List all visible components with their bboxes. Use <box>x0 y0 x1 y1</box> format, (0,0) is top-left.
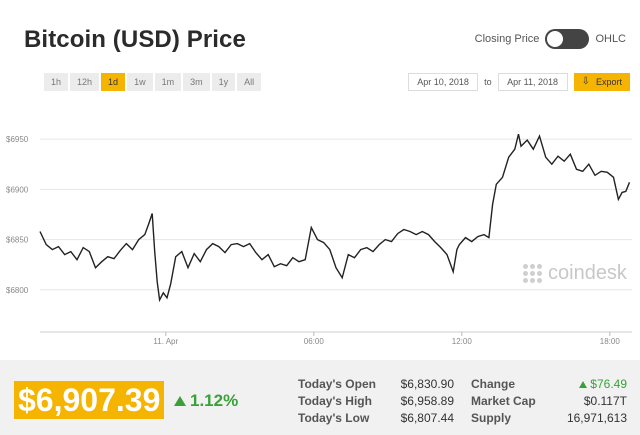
download-icon: ⇩ <box>581 76 590 87</box>
coindesk-watermark: coindesk <box>523 262 627 285</box>
toggle-knob <box>547 31 564 47</box>
up-arrow-icon <box>579 381 588 388</box>
y-tick-label: $6950 <box>6 135 29 144</box>
change-percent-value: 1.12% <box>190 391 239 410</box>
current-price: $6,907.39 <box>14 381 165 419</box>
stat-value: $6,807.44 <box>400 411 454 425</box>
coindesk-logo-icon <box>523 263 543 284</box>
ohlc-label: OHLC <box>595 33 626 45</box>
stat-value: $6,830.90 <box>400 377 454 391</box>
y-tick-label: $6800 <box>6 286 29 295</box>
start-date-input[interactable] <box>408 73 479 91</box>
export-button[interactable]: ⇩ Export <box>573 73 630 91</box>
range-button-12h[interactable]: 12h <box>70 73 100 91</box>
date-range: to ⇩ Export <box>408 73 630 91</box>
price-chart[interactable]: $6800 $6850 $6900 $6950 11. Apr 06:00 12:00 18… <box>0 100 640 360</box>
change-percent: 1.12% <box>174 391 238 411</box>
stat-value: $0.117T <box>583 394 627 408</box>
closing-price-label: Closing Price <box>474 33 540 45</box>
x-tick-label: 12:00 <box>452 337 473 346</box>
time-range-selector: 1h 12h 1d 1w 1m 3m 1y All <box>44 73 262 91</box>
stat-label: Today's Open <box>298 377 376 391</box>
range-button-1h[interactable]: 1h <box>44 73 69 91</box>
stat-value: $6,958.89 <box>400 394 454 408</box>
stat-value: 16,971,613 <box>566 411 627 425</box>
stat-row-change: Change $76.49 <box>471 376 627 393</box>
stat-row-high: Today's High $6,958.89 <box>298 393 454 410</box>
range-button-1w[interactable]: 1w <box>127 73 153 91</box>
stat-row-market-cap: Market Cap $0.117T <box>471 393 627 410</box>
stat-label: Today's High <box>298 394 372 408</box>
x-tick-label: 06:00 <box>304 337 325 346</box>
up-arrow-icon <box>174 396 186 406</box>
x-tick-label: 11. Apr <box>153 337 178 346</box>
range-button-1d[interactable]: 1d <box>101 73 126 91</box>
price-summary: $6,907.39 1.12% Today's Open $6,830.90 T… <box>0 360 640 435</box>
y-tick-label: $6850 <box>6 236 29 245</box>
x-axis: 11. Apr 06:00 12:00 18:00 <box>40 331 632 346</box>
end-date-input[interactable] <box>497 73 568 91</box>
stat-row-low: Today's Low $6,807.44 <box>298 410 454 427</box>
range-button-1y[interactable]: 1y <box>211 73 236 91</box>
range-button-all[interactable]: All <box>237 73 262 91</box>
price-line <box>39 133 631 303</box>
stat-row-supply: Supply 16,971,613 <box>471 410 627 427</box>
stat-label: Supply <box>471 411 512 425</box>
y-tick-label: $6900 <box>6 185 29 194</box>
price-mode-toggle-group: Closing Price OHLC <box>475 28 626 50</box>
daily-stats: Today's Open $6,830.90 Today's High $6,9… <box>298 376 454 427</box>
range-button-1m[interactable]: 1m <box>154 73 182 91</box>
date-separator: to <box>484 77 492 87</box>
stat-row-open: Today's Open $6,830.90 <box>298 376 454 393</box>
page-title: Bitcoin (USD) Price <box>24 26 246 53</box>
market-stats: Change $76.49 Market Cap $0.117T Supply … <box>471 376 627 427</box>
price-mode-toggle[interactable] <box>545 29 590 49</box>
stat-label: Market Cap <box>471 394 536 408</box>
x-tick-label: 18:00 <box>600 337 621 346</box>
range-button-3m[interactable]: 3m <box>183 73 210 91</box>
stat-label: Today's Low <box>298 411 370 425</box>
y-axis: $6800 $6850 $6900 $6950 <box>6 135 29 295</box>
stat-label: Change <box>471 377 516 391</box>
watermark-text: coindesk <box>548 262 627 284</box>
export-label: Export <box>595 77 622 87</box>
price-series <box>39 133 631 303</box>
stat-value: $76.49 <box>557 376 627 393</box>
